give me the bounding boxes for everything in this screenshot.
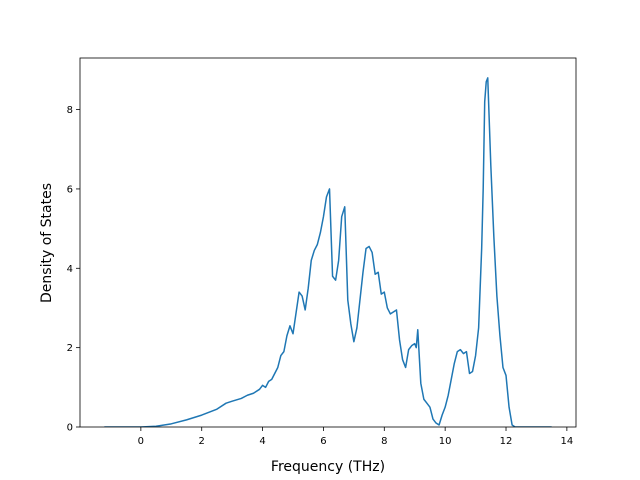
- x-axis-label: Frequency (THz): [271, 459, 385, 475]
- x-tick-label: 12: [500, 436, 513, 447]
- y-tick-label: 4: [67, 264, 73, 275]
- plot-area: [104, 77, 552, 427]
- axes: 0 2 4 6 8 10 12 14 0 2 4 6 8: [67, 57, 577, 447]
- y-axis-label: Density of States: [39, 183, 55, 303]
- y-tick-label: 6: [67, 184, 73, 195]
- x-tick-label: 2: [199, 436, 205, 447]
- x-tick-label: 8: [381, 436, 387, 447]
- y-tick-label: 2: [67, 343, 73, 354]
- x-tick-label: 6: [320, 436, 326, 447]
- x-tick-label: 4: [259, 436, 265, 447]
- series-line-0: [104, 77, 552, 427]
- plot-frame: [79, 57, 577, 428]
- x-tick-label: 10: [439, 436, 452, 447]
- x-tick-label: 0: [138, 436, 144, 447]
- y-tick-label: 8: [67, 105, 73, 116]
- y-tick-label: 0: [67, 423, 73, 434]
- x-tick-label: 14: [561, 436, 574, 447]
